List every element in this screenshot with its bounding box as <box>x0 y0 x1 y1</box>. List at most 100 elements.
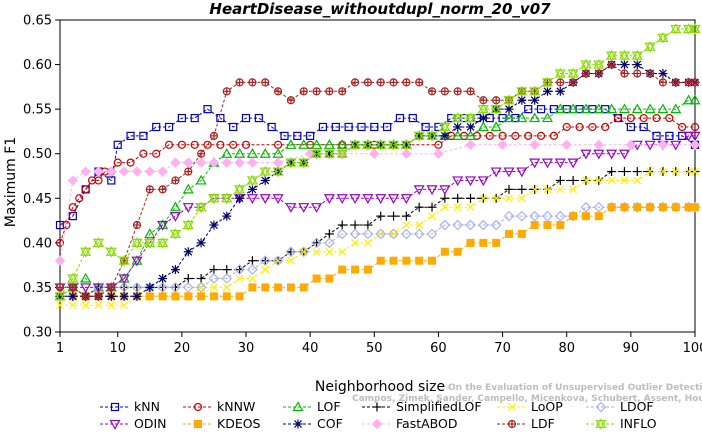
data-point-lof <box>272 147 284 158</box>
data-point-kdeos <box>691 203 699 212</box>
data-point-odin <box>452 176 464 187</box>
data-point-odin <box>259 194 271 205</box>
data-point-odin <box>439 185 451 196</box>
legend-item-cof: COF <box>283 416 343 431</box>
data-point-odin <box>157 220 169 231</box>
data-point-kdeos <box>402 256 411 265</box>
data-point-ldof <box>285 246 297 258</box>
data-point-cof <box>466 122 476 132</box>
legend-marker-odin <box>109 419 121 430</box>
data-point-knnw <box>152 149 161 158</box>
data-point-cof <box>517 95 527 105</box>
data-point-inflo <box>311 147 323 160</box>
data-point-fastabod <box>144 166 156 177</box>
data-point-ldf <box>620 69 629 78</box>
data-point-lof <box>618 103 630 114</box>
legend-marker-ldof <box>595 401 607 413</box>
data-point-knnw <box>113 158 122 167</box>
data-point-knnw <box>241 140 251 149</box>
data-point-ldf <box>690 78 700 87</box>
data-point-ldf <box>350 78 360 87</box>
data-point-simplifiedlof <box>440 193 450 203</box>
data-point-fastabod <box>170 157 181 168</box>
x-tick-label: 100 <box>683 341 702 356</box>
legend-item-odin: ODIN <box>100 416 167 431</box>
data-point-knn <box>524 105 533 114</box>
data-point-odin <box>529 158 541 169</box>
data-point-knn <box>113 140 122 149</box>
data-point-knn <box>241 113 251 123</box>
data-point-kdeos <box>351 265 360 274</box>
data-point-loop <box>556 185 565 194</box>
data-point-knnw <box>639 113 648 123</box>
data-point-cof <box>247 184 257 194</box>
legend-item-ldf: LDF <box>497 416 555 431</box>
data-point-cof <box>145 282 155 292</box>
data-point-knn <box>139 131 148 140</box>
data-point-loop <box>415 221 424 229</box>
data-point-ldf <box>107 283 116 292</box>
data-point-ldof <box>490 219 502 231</box>
data-point-odin <box>689 131 701 142</box>
data-point-ldf <box>299 87 308 96</box>
data-point-knn <box>280 131 289 140</box>
data-point-knn <box>318 122 328 132</box>
data-point-kdeos <box>158 292 167 301</box>
data-point-loop <box>607 176 616 185</box>
data-point-inflo <box>567 67 579 80</box>
data-point-odin <box>554 158 566 169</box>
data-point-simplifiedlof <box>350 220 360 230</box>
data-point-fastabod <box>689 139 701 151</box>
data-point-loop <box>479 194 488 203</box>
data-point-fastabod <box>221 157 232 168</box>
series-knn <box>55 105 700 230</box>
data-point-inflo <box>375 139 387 151</box>
legend-label-odin: ODIN <box>134 416 167 431</box>
data-point-inflo <box>541 76 554 89</box>
data-point-cof <box>555 86 565 96</box>
data-point-knnw <box>524 131 533 140</box>
series-inflo <box>54 23 701 303</box>
data-point-kdeos <box>504 229 513 238</box>
data-point-odin <box>644 140 656 151</box>
data-point-knnw <box>139 149 148 158</box>
data-point-ldf <box>569 78 578 87</box>
data-point-kdeos <box>197 292 206 301</box>
data-point-loop <box>351 238 359 247</box>
data-point-inflo <box>606 49 618 62</box>
data-point-kdeos <box>569 212 578 221</box>
data-point-odin <box>400 194 412 205</box>
data-point-simplifiedlof <box>337 220 347 230</box>
data-point-fastabod <box>93 166 104 177</box>
data-point-ldof <box>375 228 387 240</box>
data-point-kdeos <box>517 229 526 238</box>
data-point-loop <box>286 256 295 265</box>
legend-marker-lof <box>292 401 304 412</box>
data-point-knn <box>107 176 116 185</box>
data-point-knnw <box>498 131 507 140</box>
data-point-lof <box>452 130 464 140</box>
x-tick-label: 70 <box>494 341 511 356</box>
data-point-ldf <box>415 78 424 87</box>
data-point-ldof <box>516 210 528 222</box>
data-point-knnw <box>690 122 700 132</box>
data-point-cof <box>260 175 270 185</box>
legend-item-ldof: LDOF <box>586 399 654 414</box>
legend-item-fastabod: FastABOD <box>362 416 458 431</box>
y-tick-label: 0.55 <box>23 103 52 118</box>
data-point-lof <box>195 174 207 185</box>
data-point-lof <box>683 94 695 105</box>
data-point-odin <box>413 185 425 196</box>
data-point-knn <box>408 113 417 123</box>
data-point-odin <box>118 274 130 285</box>
data-point-odin <box>131 256 143 267</box>
data-point-cof <box>209 220 219 230</box>
y-tick-label: 0.45 <box>23 192 52 207</box>
data-point-inflo <box>388 139 400 151</box>
data-point-loop <box>363 238 372 247</box>
data-point-cof <box>530 95 540 105</box>
data-point-loop <box>620 176 629 185</box>
data-point-loop <box>94 301 103 310</box>
data-point-ldof <box>426 228 438 240</box>
data-point-ldf <box>671 78 680 87</box>
